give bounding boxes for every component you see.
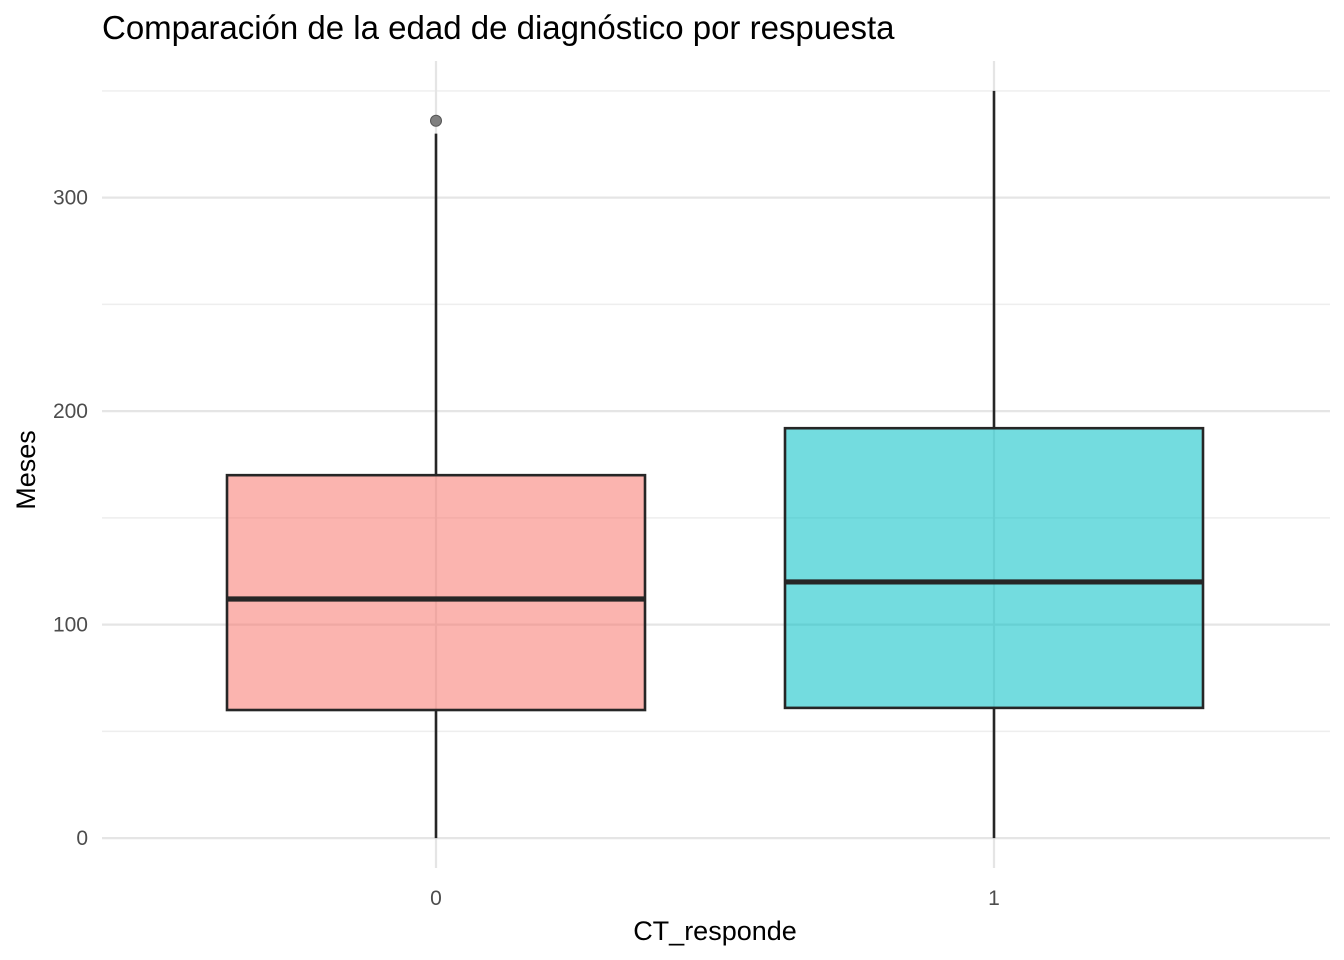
box-iqr xyxy=(783,426,1205,710)
box-iqr xyxy=(225,473,647,712)
box-group-1 xyxy=(783,90,1205,839)
outlier-point xyxy=(430,114,442,127)
x-tick-label: 1 xyxy=(988,887,1000,910)
y-tick-label: 300 xyxy=(53,187,88,210)
box-layer xyxy=(225,90,1205,839)
chart-title: Comparación de la edad de diagnóstico po… xyxy=(102,9,895,46)
y-tick-label: 0 xyxy=(76,827,88,850)
x-axis-title: CT_responde xyxy=(633,916,797,946)
tick-labels: 0 100 200 300 0 1 xyxy=(53,187,1000,910)
y-tick-label: 200 xyxy=(53,400,88,423)
box-group-0 xyxy=(225,114,647,839)
x-tick-label: 0 xyxy=(430,887,442,910)
y-axis-title: Meses xyxy=(11,430,41,510)
y-tick-label: 100 xyxy=(53,614,88,637)
